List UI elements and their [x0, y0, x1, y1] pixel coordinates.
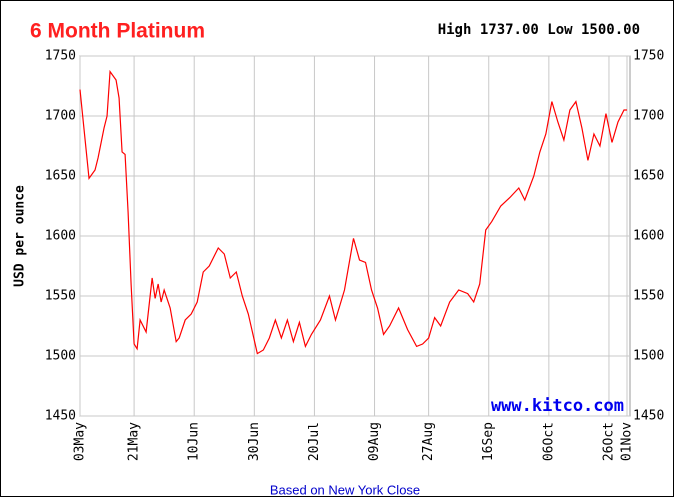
- chart-title: 6 Month Platinum: [30, 20, 205, 43]
- x-tick-label: 21May: [127, 422, 142, 461]
- price-line: [79, 69, 627, 355]
- x-tick-label: 20Jul: [307, 422, 322, 461]
- x-tick-label: 16Sep: [481, 422, 496, 461]
- y2-tick-label: 1650: [633, 169, 664, 184]
- y-tick-label: 1600: [45, 229, 76, 244]
- x-tick-label: 09Aug: [367, 422, 382, 461]
- y2-tick-label: 1750: [633, 49, 664, 64]
- x-axis-label: Based on New York Close: [270, 482, 420, 497]
- y-tick-label: 1500: [45, 349, 76, 364]
- x-tick-label: 01Nov: [619, 422, 634, 461]
- y2-tick-label: 1500: [633, 349, 664, 364]
- y2-tick-label: 1700: [633, 109, 664, 124]
- y-tick-label: 1650: [45, 169, 76, 184]
- x-tick-label: 26Oct: [601, 422, 616, 461]
- chart-subtitle: High 1737.00 Low 1500.00: [438, 22, 640, 38]
- x-tick-label: 06Oct: [541, 422, 556, 461]
- y2-tick-label: 1550: [633, 289, 664, 304]
- y2-tick-label: 1600: [633, 229, 664, 244]
- watermark: www.kitco.com: [491, 396, 624, 416]
- x-tick-label: 27Aug: [421, 422, 436, 461]
- x-tick-label: 03May: [73, 422, 88, 461]
- y-tick-label: 1700: [45, 109, 76, 124]
- y-tick-label: 1450: [45, 409, 76, 424]
- x-tick-label: 10Jun: [187, 422, 202, 461]
- y-axis-label: USD per ounce: [13, 185, 28, 287]
- x-tick-label: 30Jun: [247, 422, 262, 461]
- y-tick-label: 1750: [45, 49, 76, 64]
- y2-tick-label: 1450: [633, 409, 664, 424]
- y-tick-label: 1550: [45, 289, 76, 304]
